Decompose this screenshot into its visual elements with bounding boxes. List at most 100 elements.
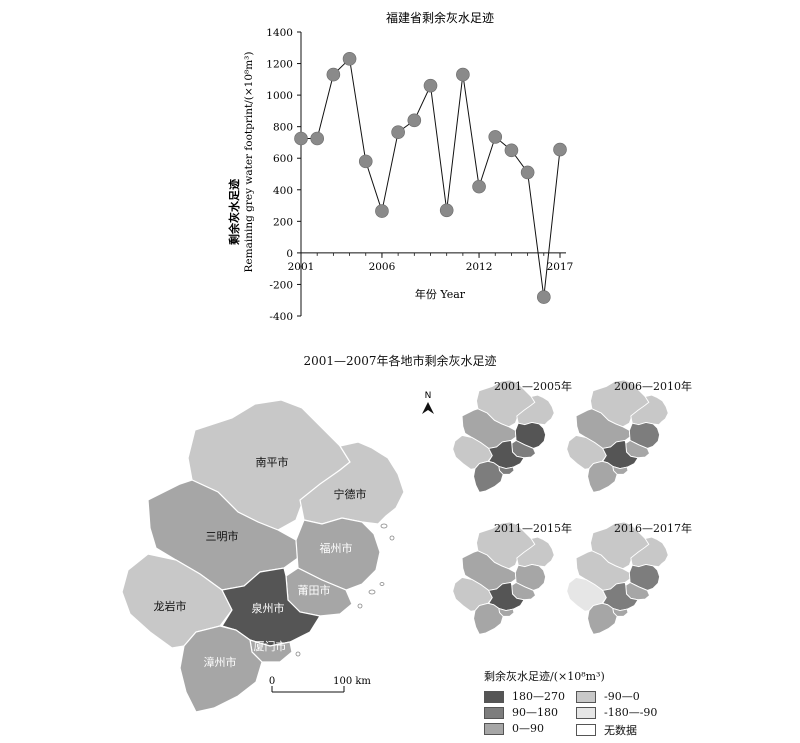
mini-map-2: [566, 379, 669, 493]
mini-region-ningde: [630, 394, 669, 426]
panel-label-2: 2006—2010年: [614, 380, 692, 393]
legend-item-neg180-neg90: -180—-90: [576, 706, 657, 719]
region-ningde: [299, 441, 405, 525]
mini-region-sanming: [461, 408, 517, 449]
y-tick-label: 1000: [266, 90, 293, 102]
label-nanping: 南平市: [256, 455, 289, 469]
mini-region-quanzhou: [488, 439, 525, 470]
y-tick-label: 0: [286, 248, 293, 260]
legend-label: -90—0: [604, 690, 640, 703]
data-point: [375, 204, 389, 218]
data-point: [407, 113, 422, 128]
mini-region-zhangzhou: [587, 460, 618, 493]
y-tick-label: 400: [273, 185, 293, 197]
label-longyan: 龙岩市: [154, 599, 187, 613]
y-tick-label: 1200: [266, 59, 293, 71]
x-axis-label: 年份 Year: [415, 287, 466, 301]
legend-label: 0—90: [512, 722, 544, 735]
mini-map-4: [566, 521, 669, 635]
y-axis: -400 -200 0 200 400 600 800 1000 1200 1400: [266, 27, 302, 323]
legend-title: 剩余灰水足迹/(×10⁸m³): [484, 670, 605, 683]
y-tick-label: -200: [269, 279, 293, 291]
legend-swatch: [484, 690, 504, 703]
mini-region-quanzhou: [602, 439, 639, 470]
legend-swatch: [484, 722, 504, 735]
y-tick-label: 600: [273, 153, 293, 165]
data-point: [391, 125, 405, 139]
data-point: [423, 78, 438, 93]
scale-bar: 0 100 km: [269, 676, 371, 693]
label-ningde: 宁德市: [334, 487, 367, 501]
legend-swatch: [576, 724, 596, 736]
data-point: [342, 52, 357, 66]
data-point: [553, 142, 567, 157]
north-arrow: N: [422, 391, 434, 414]
data-point: [537, 290, 551, 304]
mini-region-sanming: [575, 408, 631, 449]
panel-label-4: 2016—2017年: [614, 522, 692, 535]
mini-region-ningde: [630, 536, 669, 568]
legend-item-0-90: 0—90: [484, 722, 544, 735]
scale-start-label: 0: [269, 676, 275, 687]
mini-region-quanzhou: [602, 581, 639, 612]
legend-item-neg90-0: -90—0: [576, 690, 640, 703]
legend-item-90-180: 90—180: [484, 706, 558, 719]
label-fuzhou: 福州市: [320, 541, 353, 555]
x-tick-label: 2001: [288, 261, 315, 273]
series-line: [301, 57, 561, 298]
legend-label: -180—-90: [604, 706, 658, 719]
north-label: N: [425, 391, 432, 401]
y-tick-label: 200: [273, 216, 293, 228]
panel-label-1: 2001—2005年: [494, 380, 572, 393]
coastal-islands: [295, 523, 395, 657]
y-axis-label-cn: 剩余灰水足迹: [227, 179, 241, 245]
x-tick-label: 2012: [466, 261, 493, 273]
data-point: [310, 131, 324, 146]
legend-item-180-270: 180—270: [484, 690, 565, 703]
label-xiamen: 厦门市: [254, 639, 287, 653]
main-map: 南平市 宁德市 三明市 福州市 莆田市 龙岩市 泉州市 厦门市 漳州市 N 0 …: [121, 391, 434, 713]
mini-region-zhangzhou: [473, 602, 504, 635]
legend-label: 无数据: [604, 724, 637, 737]
data-point: [472, 179, 486, 194]
data-point: [294, 131, 308, 146]
chart-title: 福建省剩余灰水足迹: [386, 10, 494, 25]
legend-label: 90—180: [512, 706, 558, 719]
mini-maps: [452, 379, 669, 635]
mini-map-3: [452, 521, 555, 635]
y-tick-label: -400: [269, 311, 293, 323]
mini-region-ningde: [516, 536, 555, 568]
map-title: 2001—2007年各地市剩余灰水足迹: [303, 354, 497, 368]
panel-label-3: 2011—2015年: [494, 522, 572, 535]
mini-region-sanming: [461, 550, 517, 591]
data-point: [488, 130, 503, 144]
y-tick-label: 800: [273, 122, 293, 134]
y-axis-label-en: Remaining grey water footprint/(×10⁸m³): [243, 52, 255, 273]
data-point: [520, 165, 535, 180]
scale-end-label: 100 km: [333, 676, 371, 687]
region-sanming: [147, 479, 299, 591]
mini-region-quanzhou: [488, 581, 525, 612]
legend-swatch: [576, 690, 596, 703]
mini-region-ningde: [516, 394, 555, 426]
x-tick-label: 2017: [547, 261, 574, 273]
legend-swatch: [576, 706, 596, 719]
legend-label: 180—270: [512, 690, 565, 703]
data-point: [358, 154, 373, 169]
legend-swatch: [484, 706, 504, 719]
y-tick-label: 1400: [266, 27, 293, 39]
legend-item-nodata: 无数据: [576, 722, 637, 738]
mini-region-sanming: [575, 550, 631, 591]
region-quanzhou: [221, 567, 321, 647]
label-zhangzhou: 漳州市: [204, 655, 237, 669]
data-point: [326, 67, 341, 82]
mini-map-1: [452, 379, 555, 493]
line-chart: 福建省剩余灰水足迹 -400 -200 0 200 400 600 800 1000 1200 1…: [227, 10, 573, 323]
plot-series: [294, 52, 567, 304]
x-axis: 2001 2006 2012 2017: [288, 252, 574, 273]
x-tick-label: 2006: [369, 261, 396, 273]
mini-region-zhangzhou: [473, 460, 504, 493]
label-quanzhou: 泉州市: [252, 601, 285, 615]
data-point: [439, 203, 454, 218]
